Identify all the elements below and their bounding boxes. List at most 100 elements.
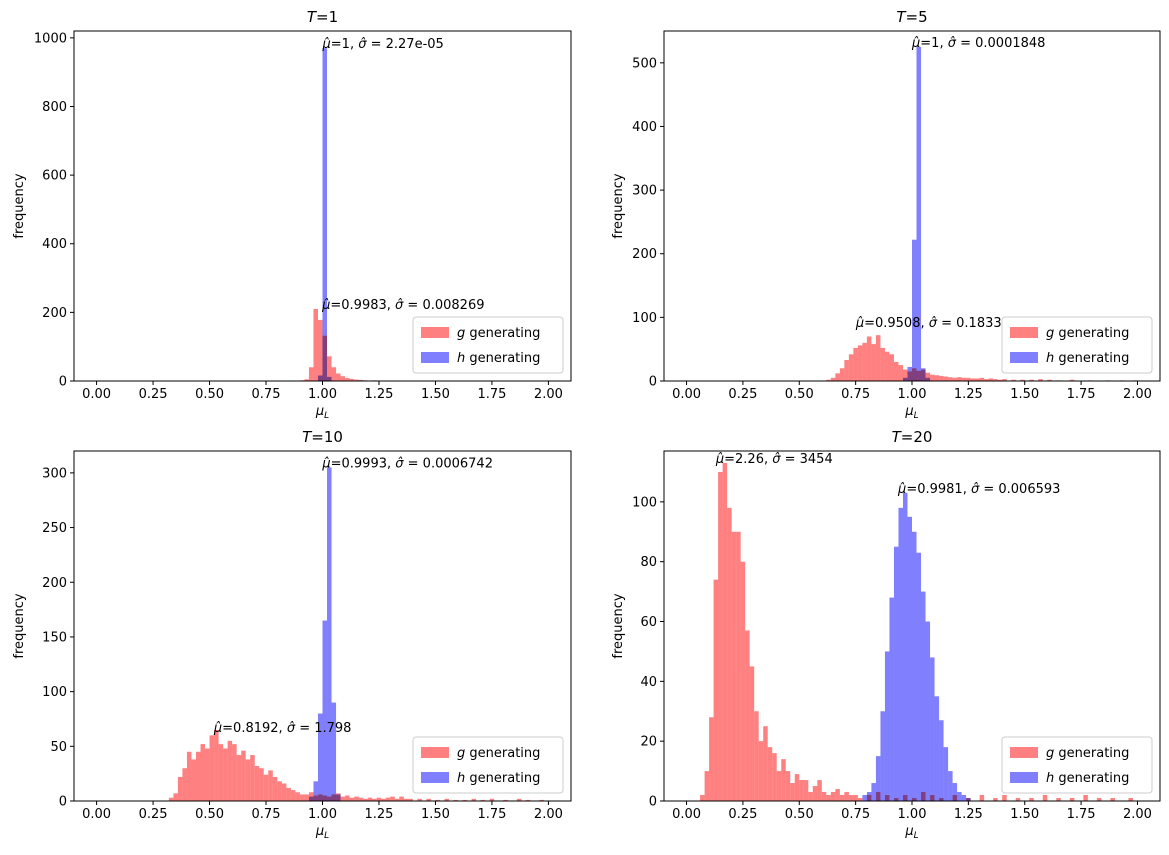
histogram-bar [1002, 379, 1007, 381]
histogram-bar [322, 620, 328, 801]
x-tick-label: 0.50 [195, 387, 224, 402]
histogram-bar [754, 711, 759, 801]
histogram-bar [1047, 379, 1052, 381]
histogram-bar [794, 774, 800, 801]
histogram-bar [327, 467, 332, 801]
histogram-bar [893, 361, 899, 381]
x-tick-label: 1.25 [954, 387, 983, 402]
y-tick-label: 150 [42, 630, 67, 645]
y-tick-label: 300 [632, 184, 657, 199]
histogram-bar [970, 378, 976, 381]
histogram-bar [826, 379, 831, 381]
histogram-bar [930, 374, 935, 381]
histogram-bar [539, 799, 544, 801]
legend-label: h generating [1046, 351, 1129, 366]
stats-annotation: μ̂=2.26, σ̂ = 3454 [715, 452, 833, 467]
histogram-bar [516, 798, 522, 801]
subplot-2: 0.00 0.25 0.50 0.75 1.00 1.25 1.50 1.75 2.00 0 100… [611, 8, 1161, 421]
histogram-bar [268, 770, 273, 801]
histogram-bar [952, 377, 958, 381]
histogram-bar [758, 741, 764, 801]
x-tick-label: 2.00 [1123, 807, 1152, 822]
histogram-bar [254, 766, 260, 801]
histogram-bar [426, 798, 431, 801]
histogram-bar [331, 367, 337, 381]
histogram-bar [381, 798, 386, 801]
histogram-bar [862, 795, 867, 801]
histogram-bar [745, 630, 750, 801]
histogram-bar [1042, 795, 1048, 801]
histogram-bar [327, 376, 332, 381]
y-axis-label: frequency [12, 173, 27, 239]
histogram-bar [912, 239, 917, 381]
x-tick-label: 0.75 [841, 387, 870, 402]
subplot-title: T=1 [307, 8, 338, 26]
histogram-bar [317, 713, 323, 801]
histogram-bar [1029, 379, 1034, 381]
legend-label: h generating [457, 771, 540, 786]
histogram-bar [776, 771, 782, 801]
histogram-bar [1110, 798, 1115, 801]
histogram-bar [997, 379, 1003, 381]
histogram-bar [790, 783, 795, 801]
histogram-bar [232, 744, 237, 801]
legend-swatch [1010, 747, 1038, 758]
histogram-bar [957, 377, 962, 381]
histogram-bar [853, 795, 858, 801]
histogram-bar [781, 759, 786, 801]
histogram-bar [930, 657, 935, 801]
histogram-bar [817, 780, 822, 801]
histogram-bar [925, 377, 931, 381]
histogram-bar [462, 799, 468, 801]
histogram-bar [195, 751, 201, 801]
histogram-bar [898, 507, 903, 801]
histogram-bar [785, 771, 791, 801]
legend: g generating h generating [412, 736, 564, 794]
histogram-bar [1002, 795, 1007, 801]
histogram-bar [327, 356, 332, 381]
histogram-bar [503, 799, 508, 801]
histogram-bar [844, 792, 849, 801]
histogram-bar [961, 795, 967, 801]
histogram-bar [921, 368, 926, 381]
histogram-bar [749, 666, 755, 801]
legend-label: g generating [1046, 326, 1129, 341]
x-tick-label: 1.00 [308, 807, 337, 822]
x-tick-label: 1.25 [365, 807, 394, 822]
histogram-bar [966, 798, 971, 801]
histogram-bar [875, 335, 881, 381]
histogram-bar [839, 795, 845, 801]
histogram-bar [480, 799, 486, 801]
histogram-bar [525, 799, 531, 801]
histogram-bar [993, 379, 998, 381]
series-g-generating [168, 729, 544, 801]
histogram-bar [871, 783, 876, 801]
histogram-bar [408, 798, 413, 801]
histogram-bar [349, 378, 355, 381]
histogram-bar [898, 365, 903, 381]
subplot-3: 0.00 0.25 0.50 0.75 1.00 1.25 1.50 1.75 2.00 0 50 1… [12, 428, 572, 841]
x-tick-label: 1.00 [898, 387, 927, 402]
histogram-bar [245, 759, 251, 801]
stats-annotation: μ̂=1, σ̂ = 0.0001848 [911, 36, 1045, 51]
x-tick-label: 0.00 [82, 387, 111, 402]
x-tick-label: 1.75 [477, 807, 506, 822]
histogram-bar [286, 787, 291, 801]
y-tick-label: 600 [42, 169, 67, 184]
histogram-bar [1011, 379, 1016, 381]
histogram-bar [830, 792, 836, 801]
x-tick-label: 1.75 [477, 387, 506, 402]
histogram-bar [345, 377, 350, 381]
histogram-bar [1069, 798, 1075, 801]
histogram-bar [808, 792, 813, 801]
histogram-bar [709, 717, 714, 801]
y-tick-label: 300 [42, 466, 67, 481]
histogram-bar [812, 786, 818, 801]
histogram-bar [227, 740, 233, 801]
histogram-bar [313, 781, 318, 801]
histogram-bar [471, 798, 477, 801]
histogram-bar [182, 768, 187, 801]
histogram-bar [925, 372, 931, 381]
y-tick-label: 1000 [34, 31, 67, 46]
histogram-bar [907, 367, 912, 381]
